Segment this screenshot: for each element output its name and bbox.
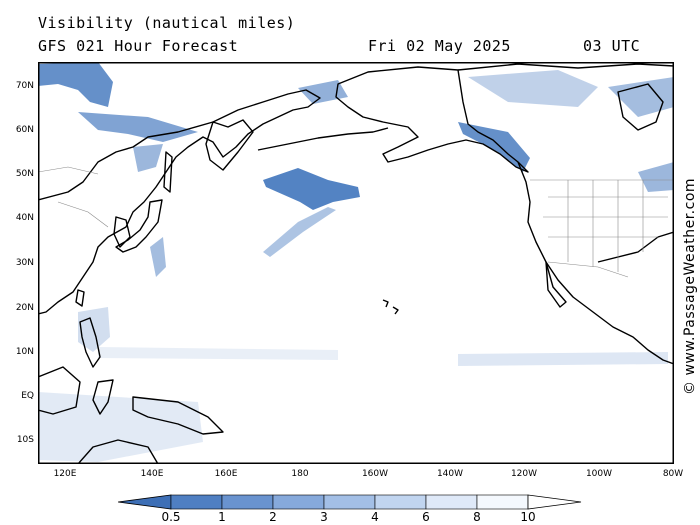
fog-area-great-lakes — [638, 162, 674, 192]
lat-label-50n: 50N — [15, 169, 34, 179]
border-us-states — [543, 180, 668, 272]
lat-label-10n: 10N — [15, 347, 34, 357]
coastline-kamchatka — [205, 119, 254, 171]
fog-area-hudson — [608, 77, 674, 117]
legend-swatch-4 — [374, 494, 427, 510]
coastline-taiwan — [75, 289, 85, 307]
fog-area-north-pacific-band — [263, 207, 336, 257]
legend-label-3: 3 — [320, 510, 328, 524]
legend-swatch-6 — [476, 494, 529, 510]
legend-label-8: 8 — [473, 510, 481, 524]
legend-right-arrow — [527, 494, 582, 510]
legend-swatch-1 — [221, 494, 274, 510]
legend-swatch-5 — [425, 494, 478, 510]
legend-label-10: 10 — [520, 510, 536, 524]
fog-area-arctic-west — [38, 62, 113, 107]
lon-label-160e: 160E — [214, 469, 238, 479]
map-title: Visibility (nautical miles) — [38, 14, 296, 32]
lat-label-70n: 70N — [15, 81, 34, 91]
legend-swatch-3 — [323, 494, 376, 510]
coastline-asia — [38, 89, 321, 315]
fog-area-bering — [298, 80, 348, 104]
lat-label-40n: 40N — [15, 213, 34, 223]
legend-label-4: 4 — [371, 510, 379, 524]
fog-area-itcz-west — [98, 347, 338, 360]
legend-swatch-0 — [170, 494, 223, 510]
lon-label-100w: 100W — [585, 469, 613, 479]
lat-label-eq: EQ — [21, 391, 34, 401]
legend-label-0-5: 0.5 — [161, 510, 181, 524]
fog-area-canada-north — [468, 70, 598, 107]
visibility-legend-bar — [118, 494, 582, 510]
fog-area-alaska — [458, 122, 530, 172]
political-borders — [38, 166, 674, 278]
coastline-new-guinea — [132, 396, 224, 435]
fog-area-maritime-continent — [38, 392, 203, 462]
fog-area-north-pacific-tongue — [263, 168, 360, 210]
forecast-info-line: GFS 021 Hour Forecast Fri 02 May 2025 03… — [38, 37, 650, 109]
border-us-mexico — [547, 261, 629, 278]
lon-label-120e: 120E — [53, 469, 77, 479]
coastline-philippines — [79, 317, 101, 368]
coastline-baja — [545, 261, 567, 308]
coastline-japan — [115, 199, 163, 253]
border-asia-interior — [38, 166, 109, 228]
legend-swatch-2 — [272, 494, 325, 510]
forecast-date: Fri 02 May 2025 — [368, 37, 511, 55]
model-run-label: GFS 021 Hour Forecast — [38, 37, 239, 55]
coastline-hudson-bay — [617, 83, 664, 131]
lon-label-120w: 120W — [510, 469, 538, 479]
lon-label-140w: 140W — [436, 469, 464, 479]
map-frame — [38, 62, 674, 464]
coastline-korea — [113, 216, 131, 248]
lat-label-20n: 20N — [15, 303, 34, 313]
visibility-map — [38, 62, 674, 464]
fog-area-kuril-japan — [150, 237, 166, 277]
legend-left-arrow — [118, 494, 172, 510]
lat-label-30n: 30N — [15, 258, 34, 268]
coastline-australia-north — [77, 439, 159, 464]
lat-label-60n: 60N — [15, 125, 34, 135]
legend-label-6: 6 — [422, 510, 430, 524]
legend-label-2: 2 — [269, 510, 277, 524]
coastline-sulawesi — [92, 379, 114, 415]
lat-label-10s: 10S — [16, 435, 34, 445]
legend-label-1: 1 — [218, 510, 226, 524]
fog-area-siberia — [78, 112, 198, 142]
coastlines — [38, 63, 674, 464]
fog-area-itcz-east — [458, 352, 668, 366]
lon-label-180: 180 — [291, 469, 309, 479]
coastline-aleutians — [257, 127, 389, 151]
coastline-alaska — [335, 66, 529, 173]
fog-area-okhotsk — [133, 144, 163, 172]
coastline-borneo — [38, 366, 81, 415]
site-credit: © www.PassageWeather.com — [682, 177, 698, 395]
coastline-hawaii — [382, 299, 399, 315]
low-visibility-areas — [38, 62, 674, 462]
lon-label-80w: 80W — [662, 469, 684, 479]
coastline-sakhalin — [163, 151, 173, 193]
forecast-time: 03 UTC — [583, 37, 641, 55]
lon-label-160w: 160W — [361, 469, 389, 479]
lon-label-140e: 140E — [140, 469, 164, 479]
